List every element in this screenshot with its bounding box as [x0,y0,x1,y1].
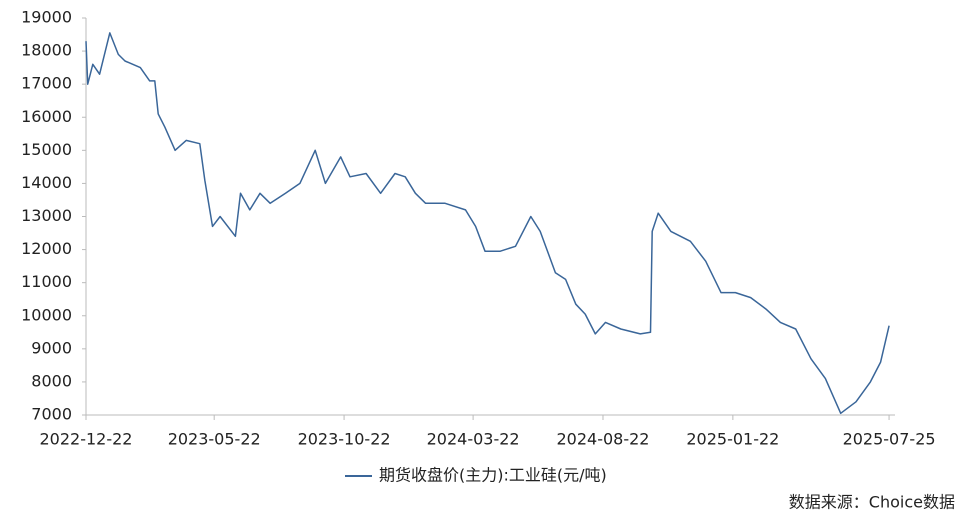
y-tick-label: 15000 [21,140,72,159]
y-tick-label: 18000 [21,41,72,60]
y-tick-label: 14000 [21,173,72,192]
source-note: 数据来源：Choice数据 [789,493,955,512]
y-tick-label: 16000 [21,107,72,126]
x-tick-label: 2023-05-22 [168,430,261,449]
y-tick-label: 17000 [21,74,72,93]
legend-label: 期货收盘价(主力):工业硅(元/吨) [379,466,607,485]
y-tick-label: 8000 [31,371,72,390]
x-tick-label: 2024-03-22 [427,430,520,449]
x-tick-label: 2025-01-22 [686,430,779,449]
series-line [85,32,890,415]
y-tick-label: 13000 [21,206,72,225]
y-tick-label: 7000 [31,405,72,424]
y-tick-label: 10000 [21,305,72,324]
x-tick-label: 2024-08-22 [556,430,649,449]
x-tick-label: 2022-12-22 [40,430,133,449]
x-tick-label: 2023-10-22 [298,430,391,449]
y-tick-label: 19000 [21,8,72,27]
y-tick-label: 9000 [31,338,72,357]
y-tick-label: 12000 [21,239,72,258]
y-tick-label: 11000 [21,272,72,291]
x-tick-label: 2025-07-25 [843,430,936,449]
